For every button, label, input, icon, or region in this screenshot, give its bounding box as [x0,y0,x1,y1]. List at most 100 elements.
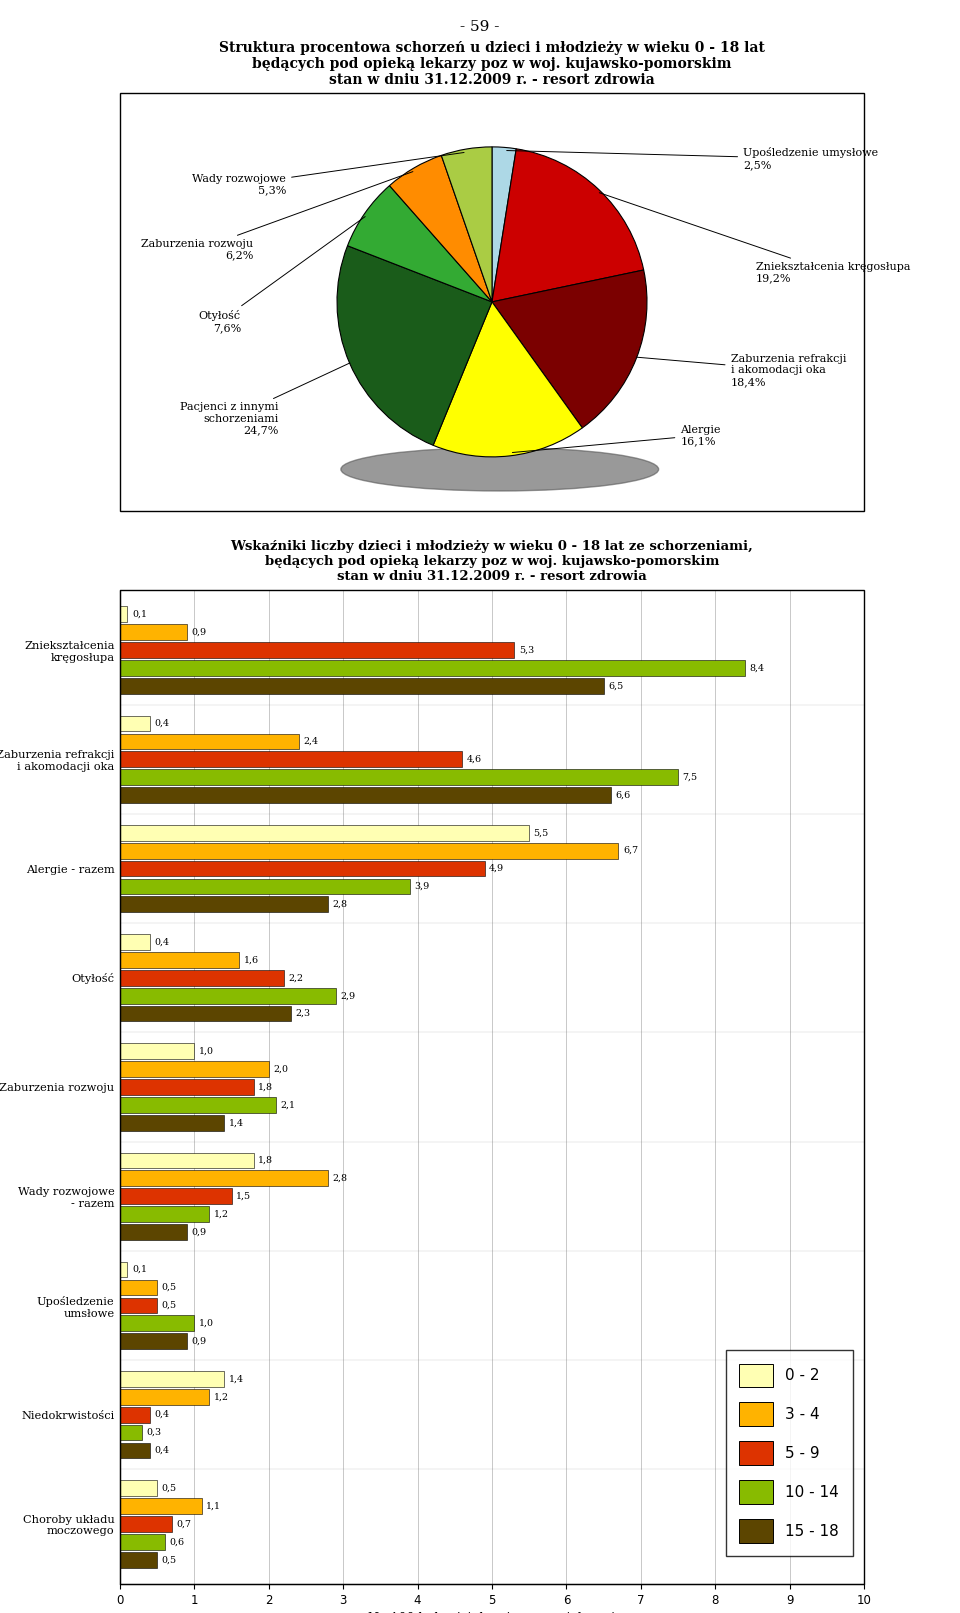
Text: 1,0: 1,0 [199,1047,214,1055]
Text: 6,5: 6,5 [608,681,623,690]
Text: 1,8: 1,8 [258,1157,274,1165]
Bar [120,1334,187,1348]
Text: Upośledzenie umysłowe
2,5%: Upośledzenie umysłowe 2,5% [507,147,878,169]
Bar [120,1061,269,1077]
Text: 0,5: 0,5 [161,1555,177,1565]
Bar [120,842,618,858]
Bar [120,1316,194,1331]
Text: 2,8: 2,8 [333,1174,348,1182]
Ellipse shape [341,447,659,490]
Bar [120,1189,231,1203]
Text: - 59 -: - 59 - [460,19,500,34]
Text: 1,5: 1,5 [236,1192,252,1200]
Text: Wady rozwojowe
5,3%: Wady rozwojowe 5,3% [192,153,464,195]
Bar [120,624,187,640]
Bar [120,1007,291,1021]
Text: 0,1: 0,1 [132,610,147,619]
Wedge shape [348,185,492,302]
Bar [120,861,485,876]
Bar [120,787,611,803]
Text: 0,7: 0,7 [177,1519,192,1529]
Text: 0,9: 0,9 [191,627,206,637]
Bar [120,1534,165,1550]
Bar [120,1389,209,1405]
Text: 0,4: 0,4 [155,1410,169,1419]
Text: 6,6: 6,6 [615,790,631,800]
Text: 5,5: 5,5 [534,827,549,837]
Text: Zaburzenia refrakcji
i akomodacji oka
18,4%: Zaburzenia refrakcji i akomodacji oka 18… [636,353,846,387]
Text: 0,6: 0,6 [169,1537,184,1547]
Text: 2,1: 2,1 [280,1100,296,1110]
Bar [120,734,299,750]
Wedge shape [492,269,647,427]
Bar [120,1044,194,1060]
Text: 0,9: 0,9 [191,1227,206,1237]
Text: 1,0: 1,0 [199,1319,214,1327]
Text: 0,9: 0,9 [191,1337,206,1345]
Text: 4,9: 4,9 [489,865,504,873]
Bar [120,1552,157,1568]
Wedge shape [492,148,644,302]
Bar [120,934,150,950]
Text: 3,9: 3,9 [415,882,430,890]
Bar [120,1371,224,1387]
Wedge shape [433,302,583,456]
Text: 2,0: 2,0 [274,1065,288,1074]
Wedge shape [442,147,492,302]
Legend: 0 - 2, 3 - 4, 5 - 9, 10 - 14, 15 - 18: 0 - 2, 3 - 4, 5 - 9, 10 - 14, 15 - 18 [726,1350,852,1557]
Text: 1,8: 1,8 [258,1082,274,1092]
Bar [120,1424,142,1440]
Text: Alergie
16,1%: Alergie 16,1% [513,424,721,453]
Bar [120,1079,253,1095]
Text: Zaburzenia rozwoju
6,2%: Zaburzenia rozwoju 6,2% [141,171,413,261]
Text: 5,3: 5,3 [518,645,534,655]
Text: 1,4: 1,4 [228,1374,244,1384]
Text: Otyłość
7,6%: Otyłość 7,6% [199,216,365,332]
Bar [120,1115,224,1131]
Bar [120,642,515,658]
Wedge shape [337,245,492,445]
Text: 0,1: 0,1 [132,1265,147,1274]
Bar [120,716,150,731]
Bar [120,1261,128,1277]
Bar [120,660,745,676]
Text: 1,2: 1,2 [214,1210,228,1219]
Text: 0,5: 0,5 [161,1302,177,1310]
Wedge shape [390,155,492,302]
Bar [120,606,128,623]
Text: Zniekształcenia kręgosłupa
19,2%: Zniekształcenia kręgosłupa 19,2% [599,192,910,284]
Bar [120,969,284,986]
Text: 0,4: 0,4 [155,719,169,727]
Bar [120,1407,150,1423]
Bar [120,1442,150,1458]
Text: 1,1: 1,1 [206,1502,222,1510]
Text: 2,2: 2,2 [288,973,303,982]
Bar [120,987,336,1003]
Bar [120,1498,202,1515]
Bar [120,1516,172,1532]
Text: 0,5: 0,5 [161,1282,177,1292]
Text: 6,7: 6,7 [623,847,638,855]
Text: 0,4: 0,4 [155,1445,169,1455]
Bar [120,879,410,894]
Text: 2,8: 2,8 [333,900,348,908]
Bar [120,897,328,913]
Text: 0,4: 0,4 [155,937,169,947]
Bar [120,952,239,968]
Bar [120,1171,328,1186]
Bar [120,1153,253,1168]
Text: 7,5: 7,5 [683,773,698,782]
Text: 4,6: 4,6 [467,755,482,765]
Title: Struktura procentowa schorzeń u dzieci i młodzieży w wieku 0 - 18 lat
będących p: Struktura procentowa schorzeń u dzieci i… [219,40,765,87]
Text: 2,4: 2,4 [303,737,318,745]
Bar [120,1097,276,1113]
Bar [120,824,529,840]
Wedge shape [492,147,516,302]
Text: Pacjenci z innymi
schorzeniami
24,7%: Pacjenci z innymi schorzeniami 24,7% [180,363,349,436]
Title: Wskaźniki liczby dzieci i młodzieży w wieku 0 - 18 lat ze schorzeniami,
będących: Wskaźniki liczby dzieci i młodzieży w wi… [230,540,754,584]
Bar [120,1224,187,1240]
Bar [120,1207,209,1223]
Text: 0,3: 0,3 [147,1428,162,1437]
Bar [120,1481,157,1495]
Bar [120,677,604,694]
